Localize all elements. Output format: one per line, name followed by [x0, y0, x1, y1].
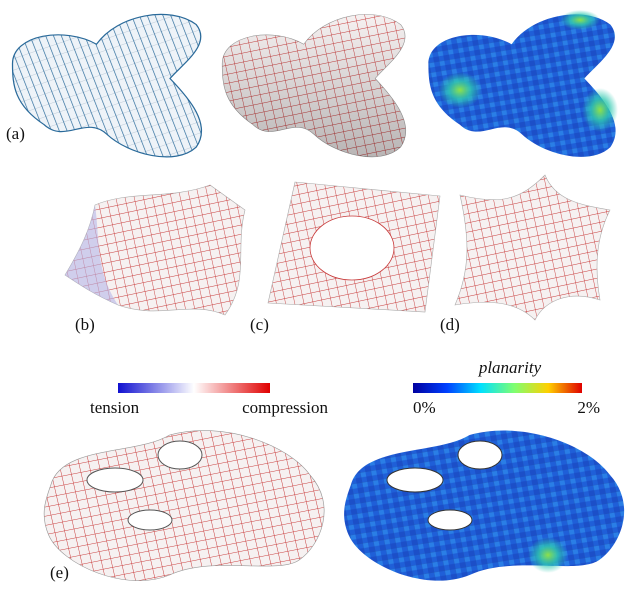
planarity-spot [528, 537, 568, 573]
panel-label: (b) [75, 315, 95, 334]
planarity-spot [438, 72, 482, 108]
planarity-spot [582, 88, 618, 132]
surface-shade [222, 14, 406, 156]
panel-label: (c) [250, 315, 269, 334]
surface-render [455, 175, 610, 320]
panel-label: (a) [6, 124, 25, 143]
planarity-legend: planarity 0% 2% [413, 358, 600, 417]
surface-hole [458, 441, 502, 469]
surface-hole [87, 468, 143, 492]
figure: (a) (b) (c) (d) tension compression plan… [0, 0, 631, 590]
stress-legend: tension compression [90, 383, 328, 417]
surface-hole [310, 216, 394, 280]
legend-title: planarity [478, 358, 542, 377]
panel-a: (a) [6, 10, 618, 157]
legend-max-label: compression [242, 398, 328, 417]
panel-e: (e) [44, 431, 624, 582]
panel-label: (d) [440, 315, 460, 334]
legend-min-label: 0% [413, 398, 436, 417]
legend-max-label: 2% [577, 398, 600, 417]
panel-row-2: (b) (c) (d) [65, 175, 610, 334]
colorbar [118, 383, 270, 393]
surface-hole [128, 510, 172, 530]
surface-hole [428, 510, 472, 530]
planarity-spot [560, 10, 600, 30]
surface-hole [387, 468, 443, 492]
colorbar [413, 383, 582, 393]
panel-label: (e) [50, 563, 69, 582]
surface-hole [158, 441, 202, 469]
legend-min-label: tension [90, 398, 140, 417]
surface-render [13, 14, 202, 156]
